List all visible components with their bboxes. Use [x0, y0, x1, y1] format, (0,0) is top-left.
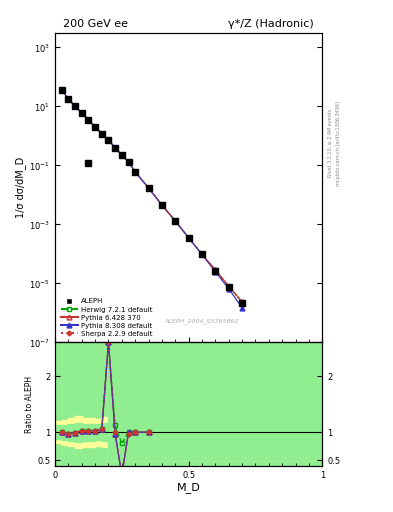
Pythia 8.308 default [200, 251, 204, 258]
Text: mcplots.cern.ch [arXiv:1306.3436]: mcplots.cern.ch [arXiv:1306.3436] [336, 101, 341, 186]
Sherpa 2.2.9 default [173, 218, 178, 224]
Sherpa 2.2.9 default [119, 152, 124, 158]
Y-axis label: 1/σ dσ/dM_D: 1/σ dσ/dM_D [15, 157, 26, 219]
Herwig 7.2.1 default [113, 144, 118, 151]
Pythia 8.308 default [226, 286, 231, 292]
Herwig 7.2.1 default [173, 218, 178, 224]
Sherpa 2.2.9 default [186, 234, 191, 241]
Sherpa 2.2.9 default [99, 131, 104, 137]
Pythia 6.428 370 [86, 117, 91, 123]
Pythia 8.308 default [113, 144, 118, 151]
Herwig 7.2.1 default [99, 131, 104, 137]
Herwig 7.2.1 default [126, 159, 131, 165]
Pythia 6.428 370 [73, 103, 77, 110]
Pythia 8.308 default [240, 305, 244, 311]
Pythia 8.308 default [86, 117, 91, 123]
Sherpa 2.2.9 default [160, 202, 164, 208]
Text: γ*/Z (Hadronic): γ*/Z (Hadronic) [228, 18, 314, 29]
Pythia 6.428 370 [93, 124, 97, 130]
Pythia 8.308 default [126, 159, 131, 165]
Herwig 7.2.1 default [146, 185, 151, 191]
Text: 200 GeV ee: 200 GeV ee [63, 18, 128, 29]
Herwig 7.2.1 default [79, 110, 84, 116]
Herwig 7.2.1 default [106, 137, 111, 143]
Y-axis label: Ratio to ALEPH: Ratio to ALEPH [25, 375, 34, 433]
Sherpa 2.2.9 default [66, 96, 71, 102]
Pythia 6.428 370 [173, 218, 178, 224]
Sherpa 2.2.9 default [133, 169, 138, 175]
Line: Pythia 8.308 default: Pythia 8.308 default [59, 88, 244, 310]
Pythia 6.428 370 [133, 169, 138, 175]
Line: Herwig 7.2.1 default: Herwig 7.2.1 default [60, 88, 244, 304]
Pythia 8.308 default [186, 234, 191, 241]
Pythia 8.308 default [146, 185, 151, 191]
Sherpa 2.2.9 default [213, 267, 218, 273]
Herwig 7.2.1 default [73, 103, 77, 110]
Pythia 8.308 default [79, 110, 84, 116]
Pythia 6.428 370 [213, 267, 218, 273]
Pythia 6.428 370 [79, 110, 84, 116]
Pythia 6.428 370 [240, 298, 244, 305]
Line: Pythia 6.428 370: Pythia 6.428 370 [59, 88, 244, 304]
Pythia 8.308 default [119, 152, 124, 158]
Sherpa 2.2.9 default [126, 159, 131, 165]
Pythia 6.428 370 [160, 202, 164, 208]
Pythia 6.428 370 [99, 131, 104, 137]
Pythia 6.428 370 [66, 96, 71, 102]
Sherpa 2.2.9 default [86, 117, 91, 123]
Pythia 6.428 370 [200, 251, 204, 258]
Line: Sherpa 2.2.9 default: Sherpa 2.2.9 default [60, 89, 244, 304]
Herwig 7.2.1 default [213, 267, 218, 273]
Pythia 8.308 default [213, 268, 218, 274]
Sherpa 2.2.9 default [79, 110, 84, 116]
Sherpa 2.2.9 default [113, 144, 118, 151]
Herwig 7.2.1 default [93, 124, 97, 130]
Pythia 8.308 default [59, 87, 64, 93]
Pythia 8.308 default [93, 124, 97, 130]
Sherpa 2.2.9 default [93, 124, 97, 130]
Pythia 8.308 default [73, 103, 77, 110]
Pythia 8.308 default [173, 218, 178, 224]
Text: ALEPH_2004_S5765862: ALEPH_2004_S5765862 [165, 318, 239, 324]
Pythia 6.428 370 [146, 185, 151, 191]
Pythia 6.428 370 [126, 159, 131, 165]
Herwig 7.2.1 default [240, 299, 244, 305]
Herwig 7.2.1 default [86, 117, 91, 123]
Herwig 7.2.1 default [160, 202, 164, 208]
Pythia 6.428 370 [119, 152, 124, 158]
Herwig 7.2.1 default [200, 251, 204, 258]
Herwig 7.2.1 default [119, 152, 124, 158]
Text: Rivet 3.1.10, ≥ 2.4M events: Rivet 3.1.10, ≥ 2.4M events [328, 109, 333, 178]
Pythia 8.308 default [106, 137, 111, 143]
Sherpa 2.2.9 default [226, 284, 231, 290]
Pythia 6.428 370 [113, 144, 118, 151]
Pythia 8.308 default [99, 131, 104, 137]
Sherpa 2.2.9 default [106, 137, 111, 143]
Pythia 6.428 370 [186, 234, 191, 241]
Pythia 8.308 default [66, 96, 71, 102]
Sherpa 2.2.9 default [200, 251, 204, 258]
Legend: ALEPH, Herwig 7.2.1 default, Pythia 6.428 370, Pythia 8.308 default, Sherpa 2.2.: ALEPH, Herwig 7.2.1 default, Pythia 6.42… [59, 296, 154, 339]
Pythia 6.428 370 [106, 137, 111, 143]
Sherpa 2.2.9 default [240, 299, 244, 305]
Herwig 7.2.1 default [66, 96, 71, 102]
Sherpa 2.2.9 default [73, 103, 77, 110]
Herwig 7.2.1 default [133, 169, 138, 175]
Pythia 6.428 370 [226, 283, 231, 289]
Pythia 8.308 default [160, 202, 164, 208]
X-axis label: M_D: M_D [177, 482, 200, 494]
Pythia 8.308 default [133, 169, 138, 175]
Herwig 7.2.1 default [186, 234, 191, 241]
Sherpa 2.2.9 default [59, 87, 64, 93]
Sherpa 2.2.9 default [146, 185, 151, 191]
Herwig 7.2.1 default [226, 284, 231, 290]
Pythia 6.428 370 [59, 87, 64, 93]
Herwig 7.2.1 default [59, 87, 64, 93]
